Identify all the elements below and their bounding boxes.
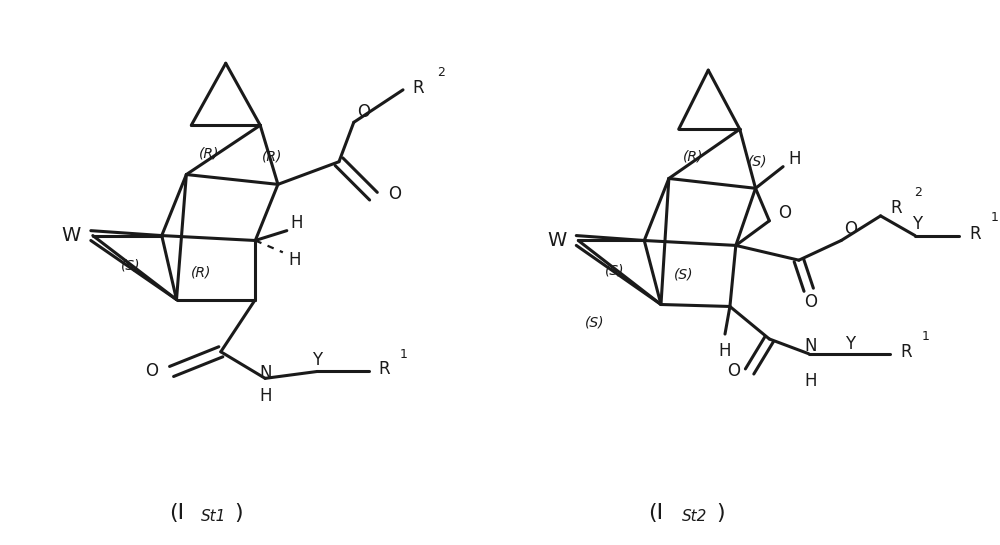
Text: N: N: [260, 365, 272, 383]
Text: ): ): [234, 503, 243, 523]
Text: R: R: [378, 360, 390, 378]
Text: St2: St2: [682, 508, 707, 524]
Text: (R): (R): [199, 147, 219, 161]
Text: 2: 2: [914, 186, 922, 199]
Text: 2: 2: [437, 65, 445, 78]
Text: (S): (S): [605, 263, 624, 277]
Text: 1: 1: [922, 330, 930, 343]
Text: R: R: [890, 199, 902, 217]
Text: O: O: [357, 104, 370, 122]
Text: (S): (S): [120, 258, 140, 272]
Text: 1: 1: [991, 211, 999, 225]
Text: Y: Y: [845, 335, 855, 353]
Text: O: O: [727, 362, 740, 380]
Text: O: O: [779, 204, 792, 222]
Text: H: H: [719, 342, 731, 360]
Text: 1: 1: [400, 348, 408, 361]
Text: H: H: [804, 372, 817, 390]
Text: (R): (R): [191, 266, 211, 280]
Text: (S): (S): [748, 155, 767, 169]
Text: (S): (S): [674, 268, 693, 282]
Text: O: O: [804, 293, 817, 311]
Text: H: H: [789, 150, 801, 168]
Text: (S): (S): [585, 315, 605, 329]
Text: (R): (R): [262, 150, 282, 164]
Text: (I: (I: [649, 503, 664, 523]
Text: O: O: [389, 185, 402, 203]
Text: St1: St1: [201, 508, 227, 524]
Text: W: W: [547, 231, 566, 250]
Text: N: N: [804, 337, 817, 355]
Text: Y: Y: [312, 350, 322, 368]
Text: H: H: [290, 214, 303, 232]
Text: R: R: [900, 343, 912, 361]
Text: ): ): [717, 503, 725, 523]
Text: O: O: [845, 220, 858, 238]
Text: Y: Y: [912, 215, 922, 233]
Text: R: R: [969, 225, 981, 243]
Text: H: H: [260, 387, 272, 405]
Text: W: W: [62, 226, 81, 245]
Text: (R): (R): [683, 150, 704, 164]
Text: H: H: [288, 251, 301, 269]
Text: O: O: [145, 362, 158, 380]
Text: R: R: [413, 79, 424, 97]
Text: (I: (I: [169, 503, 184, 523]
